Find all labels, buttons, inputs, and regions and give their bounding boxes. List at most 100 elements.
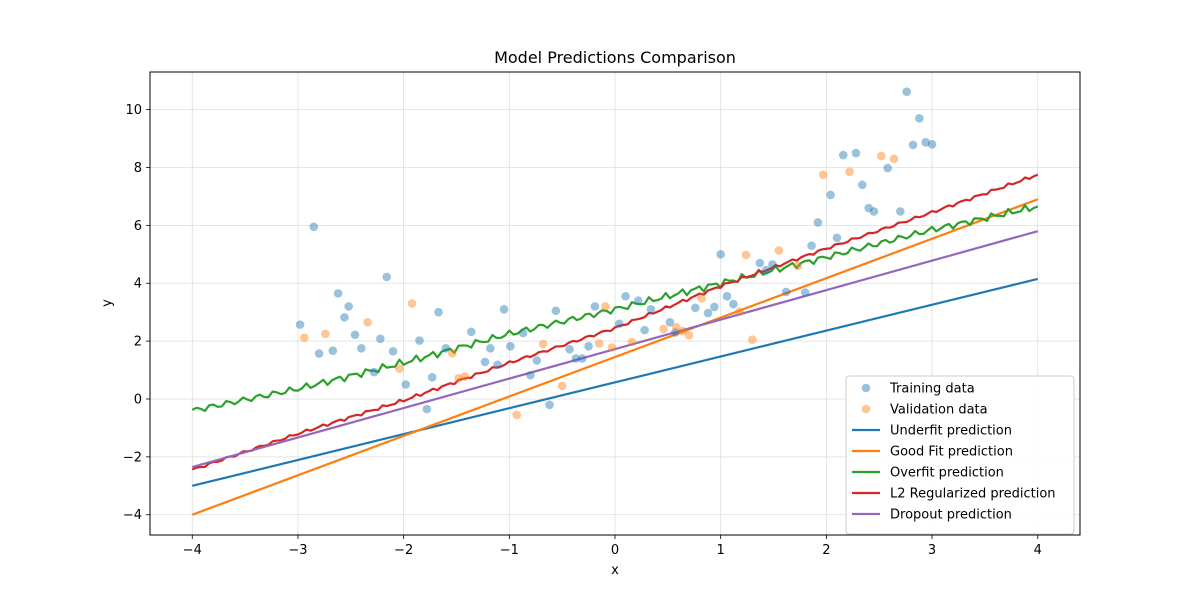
scatter-point — [466, 327, 476, 337]
x-tick-label: 0 — [611, 543, 619, 558]
scatter-point — [506, 342, 515, 351]
scatter-point — [659, 324, 668, 334]
y-tick-label: 6 — [134, 219, 142, 234]
scatter-point — [813, 218, 823, 227]
y-tick-label: 8 — [134, 161, 142, 176]
series-line — [191, 204, 1039, 413]
scatter-point — [427, 372, 437, 382]
scatter-point — [601, 302, 610, 311]
scatter-point — [571, 354, 581, 363]
scatter-point — [434, 307, 443, 317]
scatter-point — [858, 180, 867, 190]
scatter-point — [486, 344, 495, 353]
series-line — [191, 198, 1039, 516]
legend-label: L2 Regularized prediction — [890, 487, 1056, 502]
scatter-point — [826, 190, 835, 200]
scatter-point — [621, 291, 630, 301]
scatter-point — [927, 140, 937, 149]
legend-label: Overfit prediction — [890, 466, 1004, 481]
x-tick-label: −4 — [183, 543, 202, 558]
legend-box — [845, 375, 1075, 535]
scatter-point — [755, 258, 765, 268]
scatter-point — [741, 250, 751, 260]
scatter-point — [889, 154, 899, 164]
scatter-point — [838, 150, 848, 160]
scatter-point — [526, 370, 535, 380]
scatter-point — [577, 354, 587, 363]
scatter-point — [633, 296, 643, 305]
x-axis-ticks: −4 −3 −2 −1 0 1 2 3 4 — [183, 535, 1042, 558]
scatter-point — [363, 318, 373, 327]
x-axis-label: x — [611, 563, 619, 578]
scatter-point — [415, 336, 424, 345]
scatter-point — [915, 114, 924, 123]
scatter-point — [774, 246, 784, 255]
scatter-point — [902, 87, 911, 96]
scatter-point — [646, 304, 656, 314]
scatter-point — [761, 265, 771, 275]
scatter-point — [877, 151, 886, 161]
scatter-point — [807, 241, 816, 250]
scatter-point — [565, 344, 574, 354]
x-tick-label: −3 — [288, 543, 307, 558]
scatter-point — [499, 304, 509, 314]
x-tick-label: 1 — [717, 543, 725, 558]
scatter-point — [781, 287, 791, 297]
scatter-point — [369, 367, 379, 377]
x-tick-label: 4 — [1034, 543, 1042, 558]
scatter-point — [441, 344, 451, 353]
series-line — [192, 277, 1038, 487]
scatter-point — [851, 148, 861, 158]
scatter-point — [627, 337, 637, 347]
scatter-point — [864, 203, 873, 213]
x-tick-label: 2 — [822, 543, 830, 558]
scatter-point — [594, 339, 604, 348]
scatter-point — [447, 348, 457, 358]
scatter-point — [480, 357, 490, 367]
scatter-point — [710, 302, 719, 312]
scatter-point — [401, 380, 411, 389]
prediction-lines — [191, 173, 1039, 516]
scatter-point — [800, 288, 810, 297]
scatter-point — [407, 299, 417, 308]
series-line — [191, 173, 1039, 471]
scatter-point — [532, 356, 542, 365]
scatter-point — [735, 307, 744, 316]
scatter-point — [684, 331, 694, 340]
scatter-point — [545, 400, 554, 410]
scatter-point — [300, 333, 309, 342]
scatter-point — [350, 330, 360, 340]
scatter-point — [518, 328, 528, 338]
scatter-point — [845, 167, 854, 177]
scatter-point — [697, 293, 706, 303]
chart-title: Model Predictions Comparison — [494, 48, 736, 67]
x-tick-label: −1 — [500, 543, 519, 558]
scatter-point — [333, 289, 343, 298]
legend-label: Training data — [889, 382, 975, 397]
y-axis-label: y — [100, 299, 115, 307]
scatter-point — [691, 303, 700, 313]
y-tick-label: −2 — [123, 450, 142, 465]
scatter-point — [454, 373, 463, 383]
scatter-point — [460, 372, 470, 381]
scatter-point — [309, 222, 319, 232]
scatter-point — [493, 360, 502, 370]
scatter-point — [607, 343, 617, 352]
y-tick-label: 2 — [134, 335, 142, 350]
y-tick-label: 0 — [134, 392, 142, 407]
scatter-point — [557, 381, 567, 391]
y-tick-label: 4 — [134, 277, 142, 292]
y-tick-label: 10 — [125, 103, 142, 118]
scatter-point — [344, 302, 353, 311]
legend-marker — [861, 404, 871, 414]
legend-marker — [861, 383, 871, 393]
scatter-point — [328, 346, 338, 355]
legend-label: Dropout prediction — [890, 508, 1012, 523]
scatter-point — [512, 410, 522, 420]
scatter-point — [672, 322, 681, 332]
legend-label: Validation data — [890, 403, 988, 418]
scatter-point — [340, 313, 349, 322]
scatter-point — [748, 335, 757, 344]
scatter-point — [388, 346, 398, 356]
